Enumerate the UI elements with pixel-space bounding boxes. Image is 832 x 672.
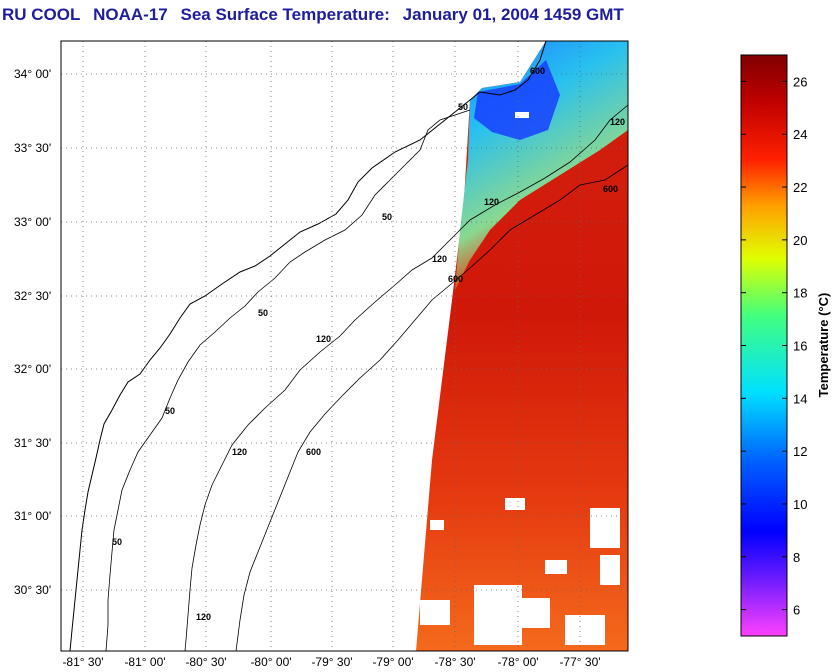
lat-tick-label: 32° 30'	[14, 289, 51, 303]
contour-label: 50	[258, 308, 268, 318]
contour-label: 50	[382, 212, 392, 222]
colorbar-tick-label: 24	[793, 127, 807, 142]
map-grid	[61, 41, 628, 651]
contour-label: 120	[610, 117, 625, 127]
lon-tick-label: -78° 30'	[434, 655, 475, 669]
contour-label: 600	[603, 184, 618, 194]
contour-label: 50	[165, 406, 175, 416]
colorbar: 26 24 22 20 18 16 14 12 10 8 6 Temperature (°C)	[740, 54, 831, 637]
contour-label: 120	[232, 447, 247, 457]
contour-label: 600	[448, 274, 463, 284]
longitude-axis: -81° 30' -81° 00' -80° 30' -80° 00' -79°…	[62, 655, 600, 669]
lat-tick-label: 30° 30'	[14, 583, 51, 597]
colorbar-tick-label: 10	[793, 497, 807, 512]
colorbar-gradient	[740, 54, 788, 637]
colorbar-tick-label: 14	[793, 391, 807, 406]
map-title: RU COOL NOAA-17 Sea Surface Temperature:…	[2, 5, 632, 25]
lat-tick-label: 33° 30'	[14, 141, 51, 155]
contour-50	[105, 109, 471, 651]
contour-120	[184, 104, 628, 651]
lon-tick-label: -79° 00'	[372, 655, 413, 669]
contour-label: 50	[112, 537, 122, 547]
colorbar-tick-label: 18	[793, 286, 807, 301]
contour-labels: 50 50 50 50 50 120 120 120 120 120 120 6…	[112, 66, 625, 622]
title-satellite: NOAA-17	[93, 5, 168, 24]
colorbar-tick-label: 26	[793, 74, 807, 89]
map-frame	[60, 40, 629, 652]
latitude-axis: 34° 00' 33° 30' 33° 00' 32° 30' 32° 00' …	[14, 67, 51, 597]
lon-tick-label: -81° 00'	[124, 655, 165, 669]
colorbar-tick-label: 22	[793, 180, 807, 195]
colorbar-tick-label: 20	[793, 233, 807, 248]
colorbar-title: Temperature (°C)	[816, 293, 831, 398]
contour-label: 120	[196, 612, 211, 622]
colorbar-tick-label: 16	[793, 339, 807, 354]
lon-tick-label: -80° 30'	[185, 655, 226, 669]
title-product: Sea Surface Temperature:	[180, 5, 390, 24]
lat-tick-label: 31° 30'	[14, 436, 51, 450]
coastline	[69, 41, 547, 651]
contour-label: 120	[432, 254, 447, 264]
lat-tick-label: 34° 00'	[14, 67, 51, 81]
contour-label: 600	[530, 66, 545, 76]
title-datetime: January 01, 2004 1459 GMT	[402, 5, 624, 24]
lat-tick-label: 32° 00'	[14, 362, 51, 376]
lon-tick-label: -80° 00'	[250, 655, 291, 669]
lat-tick-label: 31° 00'	[14, 509, 51, 523]
contour-label: 120	[316, 334, 331, 344]
colorbar-tick-label: 6	[793, 603, 800, 618]
colorbar-tick-label: 12	[793, 444, 807, 459]
lon-tick-label: -78° 00'	[497, 655, 538, 669]
lon-tick-label: -81° 30'	[62, 655, 103, 669]
colorbar-tick-label: 8	[793, 550, 800, 565]
cloud-mask	[420, 112, 620, 645]
contour-label: 50	[458, 102, 468, 112]
title-source: RU COOL	[2, 5, 81, 24]
lon-tick-label: -77° 30'	[559, 655, 600, 669]
contour-600	[235, 164, 628, 651]
contour-label: 600	[306, 447, 321, 457]
lon-tick-label: -79° 30'	[311, 655, 352, 669]
lat-tick-label: 33° 00'	[14, 215, 51, 229]
contour-label: 120	[484, 197, 499, 207]
cold-core	[474, 60, 560, 140]
